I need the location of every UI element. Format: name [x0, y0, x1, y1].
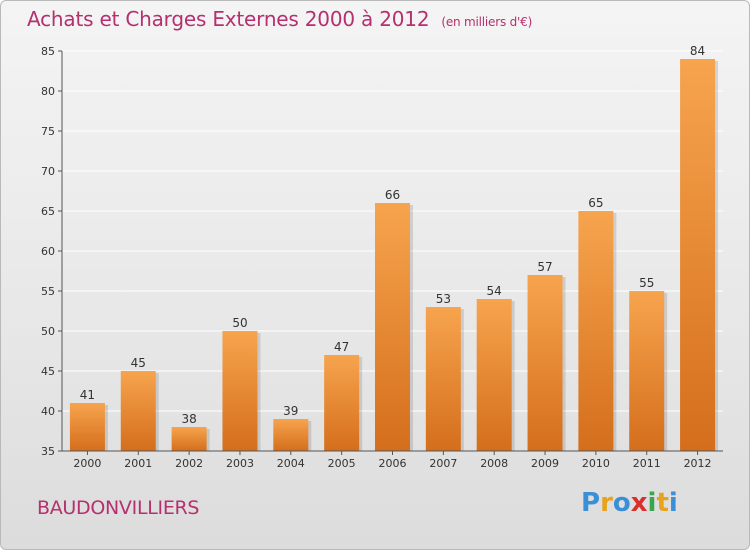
bar [476, 299, 512, 451]
bar [273, 419, 309, 451]
x-tick-label: 2003 [226, 457, 254, 470]
x-tick-label: 2010 [582, 457, 610, 470]
x-tick-label: 2006 [379, 457, 407, 470]
bar [120, 371, 156, 451]
bar [69, 403, 105, 451]
x-tick-label: 2000 [73, 457, 101, 470]
axes: 35 40 45 50 55 60 65 70 75 80 85 2000 2001 2002 2003 20… [41, 45, 723, 470]
logo-letter: i [647, 488, 657, 518]
title-text: Achats et Charges Externes 2000 à 2012 [27, 7, 430, 31]
data-label: 45 [131, 356, 146, 370]
data-label: 54 [487, 284, 502, 298]
unit-note: (en milliers d'€) [441, 15, 533, 29]
x-tick-label: 2012 [684, 457, 712, 470]
logo-letter: r [600, 488, 613, 518]
data-label: 65 [588, 196, 603, 210]
data-label: 41 [80, 388, 95, 402]
logo-letter: P [581, 488, 601, 518]
data-label: 57 [537, 260, 552, 274]
data-label: 55 [639, 276, 654, 290]
data-labels: 41 45 38 50 39 47 66 53 54 57 65 55 84 [80, 44, 705, 426]
logo-letter: t [656, 488, 669, 518]
x-tick-label: 2011 [633, 457, 661, 470]
proxiti-logo: Proxiti [581, 488, 678, 518]
y-tick-label: 70 [41, 165, 55, 178]
y-tick-label: 65 [41, 205, 55, 218]
y-tick-label: 55 [41, 285, 55, 298]
bar [222, 331, 258, 451]
bar [680, 59, 716, 451]
x-tick-label: 2008 [480, 457, 508, 470]
bars [69, 59, 719, 451]
data-label: 38 [181, 412, 196, 426]
y-tick-label: 80 [41, 85, 55, 98]
x-tick-label: 2005 [328, 457, 356, 470]
logo-letter: o [612, 488, 631, 518]
logo-letter: x [630, 488, 648, 518]
data-label: 39 [283, 404, 298, 418]
x-tick-label: 2007 [429, 457, 457, 470]
y-tick-label: 85 [41, 45, 55, 58]
data-label: 47 [334, 340, 349, 354]
data-label: 84 [690, 44, 705, 58]
y-tick-label: 75 [41, 125, 55, 138]
bar [629, 291, 665, 451]
x-tick-label: 2009 [531, 457, 559, 470]
data-label: 66 [385, 188, 400, 202]
x-tick-label: 2002 [175, 457, 203, 470]
x-tick-label: 2004 [277, 457, 305, 470]
y-tick-label: 35 [41, 445, 55, 458]
logo-letter: i [668, 488, 678, 518]
bar [425, 307, 461, 451]
data-label: 50 [232, 316, 247, 330]
commune-name: BAUDONVILLIERS [37, 497, 200, 519]
bar [527, 275, 563, 451]
bar [171, 427, 207, 451]
data-label: 53 [436, 292, 451, 306]
chart-title: Achats et Charges Externes 2000 à 2012 (e… [27, 7, 532, 31]
x-tick-label: 2001 [124, 457, 152, 470]
bar [375, 203, 410, 451]
y-tick-label: 40 [41, 405, 55, 418]
y-tick-label: 50 [41, 325, 55, 338]
y-tick-label: 45 [41, 365, 55, 378]
bar [578, 211, 614, 451]
bar [324, 355, 360, 451]
y-tick-label: 60 [41, 245, 55, 258]
